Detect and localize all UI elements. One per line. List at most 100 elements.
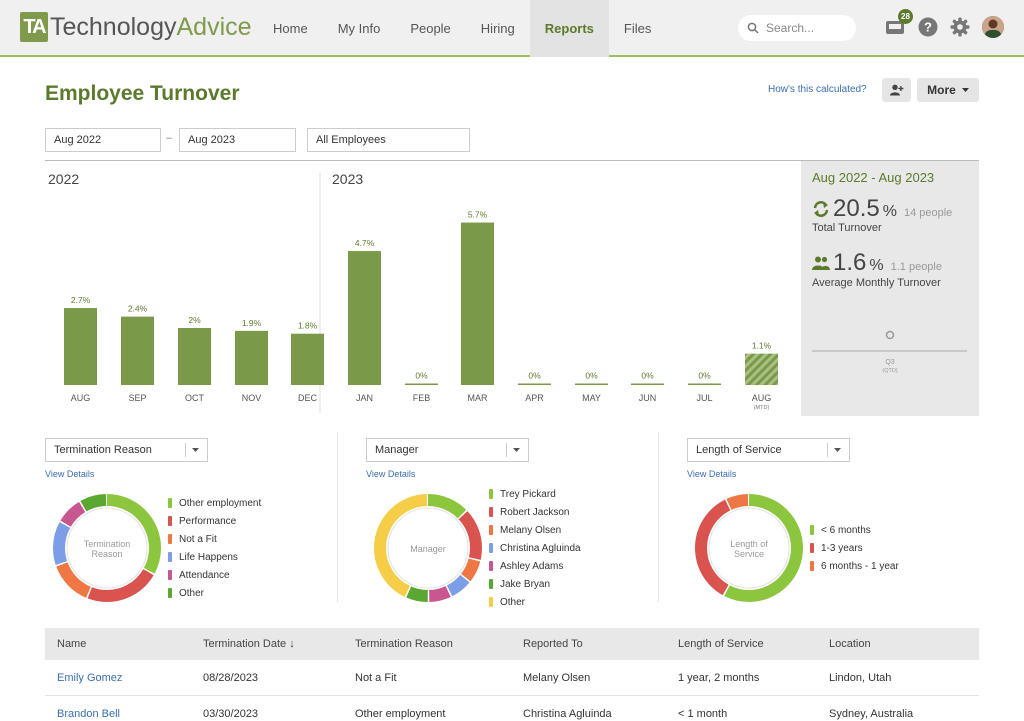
help-button[interactable]: ?: [917, 16, 939, 38]
legend-swatch: [489, 489, 493, 499]
legend-item-ashley-adams[interactable]: Ashley Adams: [489, 557, 581, 575]
breakdown-select-length-of-service[interactable]: Length of Service: [687, 438, 850, 462]
table-row[interactable]: Emily Gomez 08/28/2023 Not a Fit Melany Ols…: [45, 660, 979, 696]
legend-item-1-3-years[interactable]: 1-3 years: [810, 539, 899, 557]
nav-reports[interactable]: Reports: [529, 0, 609, 57]
bar-jul-11[interactable]: [688, 383, 721, 386]
bar-apr-8[interactable]: [518, 383, 551, 386]
nav-files[interactable]: Files: [623, 21, 652, 36]
breakdown-select-termination-reason[interactable]: Termination Reason: [45, 438, 208, 462]
bar-jun-10[interactable]: [631, 383, 664, 386]
donut-inner-ring: [66, 507, 148, 589]
bar-value-label: 2%: [188, 315, 201, 325]
donut-slice-1-3-years[interactable]: [695, 494, 803, 602]
bar-value-label: 0%: [415, 371, 428, 381]
legend-item-life-happens[interactable]: Life Happens: [168, 548, 261, 566]
nav-home[interactable]: Home: [273, 21, 308, 36]
table-row[interactable]: Brandon Bell 03/30/2023 Other employment Ch…: [45, 696, 979, 721]
svg-text:?: ?: [924, 20, 932, 35]
nav-my-info[interactable]: My Info: [337, 21, 381, 36]
bar-feb-6[interactable]: [405, 383, 438, 386]
more-button[interactable]: More: [917, 78, 979, 102]
legend-label: Jake Bryan: [500, 578, 551, 590]
avg-turnover-value: 1.6: [833, 249, 867, 276]
legend-item-6-months[interactable]: < 6 months: [810, 521, 899, 539]
legend-label: 1-3 years: [821, 542, 863, 554]
column-header-reported-to[interactable]: Reported To: [523, 638, 583, 650]
column-header-termination-reason[interactable]: Termination Reason: [355, 638, 453, 650]
refresh-icon: [813, 201, 829, 217]
donut-center-label: Manager: [410, 544, 446, 554]
bar-aug-0[interactable]: [64, 308, 97, 385]
nav-hiring[interactable]: Hiring: [480, 21, 515, 36]
legend-item-robert-jackson[interactable]: Robert Jackson: [489, 503, 581, 521]
legend-item-performance[interactable]: Performance: [168, 512, 261, 530]
logo[interactable]: TA TechnologyAdvice: [20, 10, 252, 44]
bar-value-label: 1.8%: [298, 321, 318, 331]
legend-item-christina-agluinda[interactable]: Christina Agluinda: [489, 539, 581, 557]
legend-label: Other employment: [179, 497, 262, 509]
quarter-marker[interactable]: [885, 330, 895, 340]
help-icon: ?: [918, 17, 938, 37]
donut-center-label: Termination: [84, 539, 131, 549]
legend-item-other-employment[interactable]: Other employment: [168, 494, 261, 512]
column-header-name[interactable]: Name: [57, 638, 87, 650]
bar-jan-5[interactable]: [348, 251, 381, 385]
table-cell: Lindon, Utah: [829, 671, 892, 684]
legend-item-other[interactable]: Other: [489, 593, 581, 611]
employee-filter-select[interactable]: All Employees: [307, 128, 470, 152]
inbox-button[interactable]: 28: [884, 9, 913, 38]
donut-slice-performance[interactable]: [53, 494, 161, 602]
bar-oct-2[interactable]: [178, 328, 211, 385]
legend-item-other[interactable]: Other: [168, 584, 261, 602]
legend-item-not-a-fit[interactable]: Not a Fit: [168, 530, 261, 548]
date-to-select[interactable]: Aug 2023: [179, 128, 296, 152]
date-range-dash: –: [166, 132, 173, 144]
donut-slice-other-employment[interactable]: [53, 494, 161, 602]
view-details-link[interactable]: View Details: [366, 469, 416, 479]
summary-range: Aug 2022 - Aug 2023: [812, 170, 935, 185]
page-title: Employee Turnover: [45, 82, 240, 105]
turnover-chart: 2022 2023 2.7% AUG 2.4% SEP 2% OCT 1.9% NOV 1.8% DE…: [45, 160, 979, 416]
bar-may-9[interactable]: [575, 383, 608, 386]
legend-item-jake-bryan[interactable]: Jake Bryan: [489, 575, 581, 593]
date-from-select[interactable]: Aug 2022: [45, 128, 161, 152]
legend-label: < 6 months: [821, 524, 871, 536]
employee-name-link[interactable]: Brandon Bell: [57, 707, 120, 720]
bar-mar-7[interactable]: [461, 222, 494, 385]
user-avatar[interactable]: [982, 16, 1004, 38]
settings-button[interactable]: [949, 16, 971, 38]
view-details-link[interactable]: View Details: [45, 469, 95, 479]
bar-sep-1[interactable]: [121, 316, 154, 385]
column-header-termination-date[interactable]: Termination Date ↓: [203, 638, 295, 650]
add-person-button[interactable]: [882, 78, 911, 102]
view-details-link[interactable]: View Details: [687, 469, 737, 479]
table-cell: Sydney, Australia: [829, 707, 914, 720]
legend-item-6-months-1-year[interactable]: 6 months - 1 year: [810, 557, 899, 575]
people-icon: [812, 256, 830, 270]
top-header: TA TechnologyAdvice Home My Info People Hir…: [0, 0, 1024, 57]
donut-slice-life-happens[interactable]: [53, 494, 161, 602]
legend-swatch: [168, 588, 172, 598]
breakdown-select-manager[interactable]: Manager: [366, 438, 529, 462]
bar-nov-3[interactable]: [235, 330, 268, 385]
donut-slice-6-months[interactable]: [695, 494, 803, 602]
avg-turnover-people: 1.1 people: [890, 261, 942, 273]
search-input[interactable]: Search...: [738, 15, 856, 41]
column-header-length-of-service[interactable]: Length of Service: [678, 638, 764, 650]
legend-item-melany-olsen[interactable]: Melany Olsen: [489, 521, 581, 539]
how-calculated-link[interactable]: How's this calculated?: [768, 84, 867, 95]
legend-item-attendance[interactable]: Attendance: [168, 566, 261, 584]
column-header-location[interactable]: Location: [829, 638, 871, 650]
donut-slice-other[interactable]: [374, 494, 482, 602]
nav-people[interactable]: People: [410, 21, 451, 36]
employee-name-link[interactable]: Emily Gomez: [57, 671, 123, 684]
bar-aug-12[interactable]: [745, 353, 778, 385]
bar-dec-4[interactable]: [291, 333, 324, 385]
date-to-value: Aug 2023: [188, 134, 236, 146]
legend-item-trey-pickard[interactable]: Trey Pickard: [489, 485, 581, 503]
quarter-sublabel: (QTD): [882, 368, 897, 374]
donut-slice-robert-jackson[interactable]: [374, 494, 482, 602]
donut-slice-trey-pickard[interactable]: [374, 494, 482, 602]
